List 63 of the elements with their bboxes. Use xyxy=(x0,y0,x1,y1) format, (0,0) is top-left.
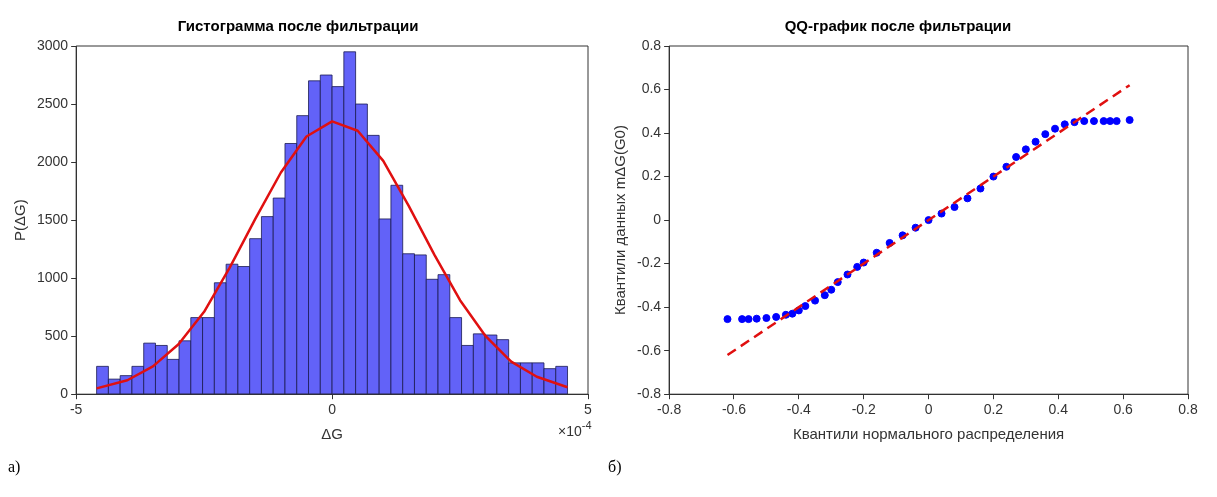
text: б) xyxy=(608,458,623,476)
point xyxy=(976,184,985,193)
point xyxy=(827,285,836,294)
x-tick-label: 5 xyxy=(584,401,593,418)
y-tick-label: 500 xyxy=(44,327,69,344)
y-tick-label: 0.6 xyxy=(641,80,662,97)
x-tick-label: -0.2 xyxy=(851,401,876,418)
point xyxy=(788,309,797,318)
y-tick-label: -0.6 xyxy=(637,341,662,358)
y-tick-label: -0.8 xyxy=(637,385,662,402)
point xyxy=(950,203,959,212)
x-tick-label: 0.8 xyxy=(1178,401,1198,418)
point xyxy=(772,312,781,321)
point xyxy=(1012,152,1021,161)
y-tick-label: 0 xyxy=(653,210,662,227)
y-tick-label: 2000 xyxy=(36,152,69,169)
x-tick-label: -5 xyxy=(69,401,83,418)
y-tick-label: 1000 xyxy=(36,268,69,285)
point xyxy=(1041,130,1050,139)
point xyxy=(744,315,753,324)
x-axis-title: ΔG xyxy=(321,425,343,443)
point xyxy=(762,314,771,323)
point xyxy=(820,291,829,300)
point xyxy=(811,296,820,305)
y-axis-title: P(ΔG) xyxy=(11,199,29,241)
x-tick-label: -0.8 xyxy=(657,401,682,418)
chart-title: Гистограмма после фильтрации xyxy=(177,17,419,35)
point xyxy=(801,302,810,311)
text: а) xyxy=(8,458,22,476)
point xyxy=(1051,124,1060,133)
y-tick-label: 1500 xyxy=(36,210,69,227)
point xyxy=(853,262,862,271)
y-axis-title: Квантили данных mΔG(G0) xyxy=(611,125,629,316)
y-tick-label: 3000 xyxy=(36,36,69,53)
x-tick-label: 0.6 xyxy=(1113,401,1134,418)
x-axis-title: Квантили нормального распределения xyxy=(792,425,1065,443)
point xyxy=(1099,117,1108,126)
x-tick-label: 0.4 xyxy=(1048,401,1069,418)
y-tick-label: -0.4 xyxy=(637,298,662,315)
point xyxy=(1031,137,1040,146)
x-tick-label: -0.6 xyxy=(721,401,747,418)
y-tick-label: -0.2 xyxy=(637,254,662,271)
chart-title: QQ-график после фильтрации xyxy=(784,17,1012,35)
x-tick-label: 0.2 xyxy=(983,401,1004,418)
point xyxy=(1021,145,1030,154)
point xyxy=(1106,117,1115,126)
y-tick-label: 2500 xyxy=(36,94,69,111)
point xyxy=(738,315,747,324)
y-tick-label: 0 xyxy=(60,385,69,402)
point xyxy=(1112,117,1121,126)
x-tick-label: 0 xyxy=(924,401,933,418)
point xyxy=(963,194,972,203)
x-tick-label: 0 xyxy=(328,401,337,418)
y-tick-label: 0.2 xyxy=(641,167,662,184)
point xyxy=(1060,120,1069,129)
point xyxy=(723,315,732,324)
point xyxy=(1125,115,1134,124)
point xyxy=(1080,117,1089,126)
point xyxy=(752,314,761,323)
y-tick-label: 0.4 xyxy=(641,123,662,140)
y-tick-label: 0.8 xyxy=(641,36,662,53)
point xyxy=(1089,117,1098,126)
x-tick-label: -0.4 xyxy=(786,401,812,418)
